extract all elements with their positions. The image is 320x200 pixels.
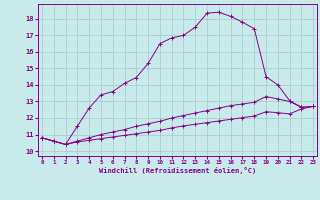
X-axis label: Windchill (Refroidissement éolien,°C): Windchill (Refroidissement éolien,°C) [99, 167, 256, 174]
